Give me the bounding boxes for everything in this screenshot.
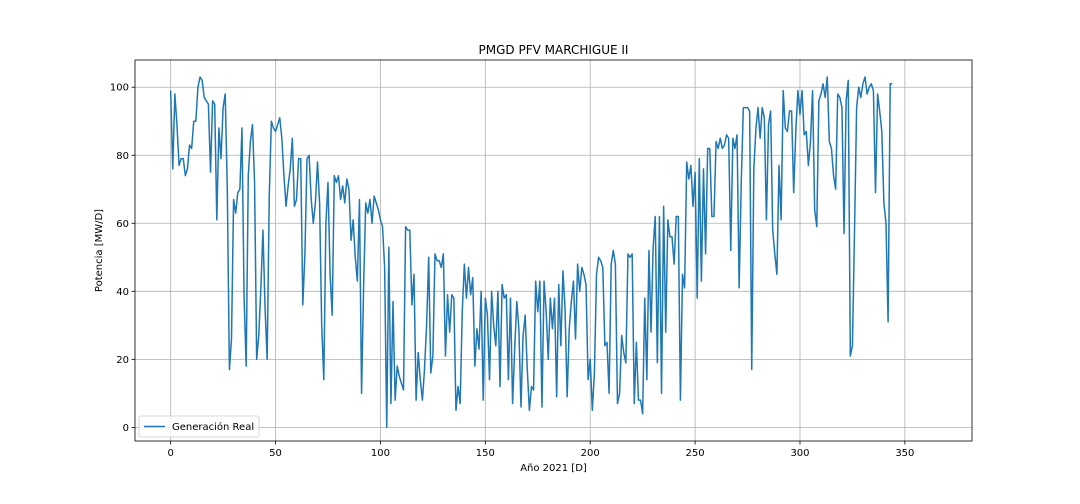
legend-box <box>138 415 260 438</box>
y-tick-label: 100 <box>110 83 129 94</box>
x-tick-label: 100 <box>371 448 390 459</box>
y-axis-label: Potencia [MW/D] <box>94 209 105 292</box>
y-tick-label: 60 <box>116 219 129 230</box>
y-tick-label: 0 <box>123 423 129 434</box>
y-tick-label: 40 <box>116 287 129 298</box>
x-tick-label: 200 <box>581 448 600 459</box>
y-tick-label: 20 <box>116 355 129 366</box>
x-axis-label: Año 2021 [D] <box>520 463 587 474</box>
plot-frame <box>134 59 973 442</box>
y-tick-label: 80 <box>116 151 129 162</box>
x-tick-label: 300 <box>790 448 809 459</box>
x-axis-ticks: 0 50 100 150 200 250 300 350 <box>167 441 914 459</box>
x-tick-label: 150 <box>476 448 495 459</box>
chart-title: PMGD PFV MARCHIGUE II <box>479 43 629 57</box>
y-axis-ticks: 0 20 40 60 80 100 <box>110 83 135 434</box>
legend: Generación Real <box>138 415 260 438</box>
series-line <box>169 76 893 429</box>
x-tick-label: 350 <box>895 448 914 459</box>
x-tick-label: 0 <box>167 448 173 459</box>
legend-label: Generación Real <box>172 421 254 433</box>
x-tick-label: 250 <box>686 448 705 459</box>
x-tick-label: 50 <box>269 448 282 459</box>
series-layer <box>169 76 893 429</box>
